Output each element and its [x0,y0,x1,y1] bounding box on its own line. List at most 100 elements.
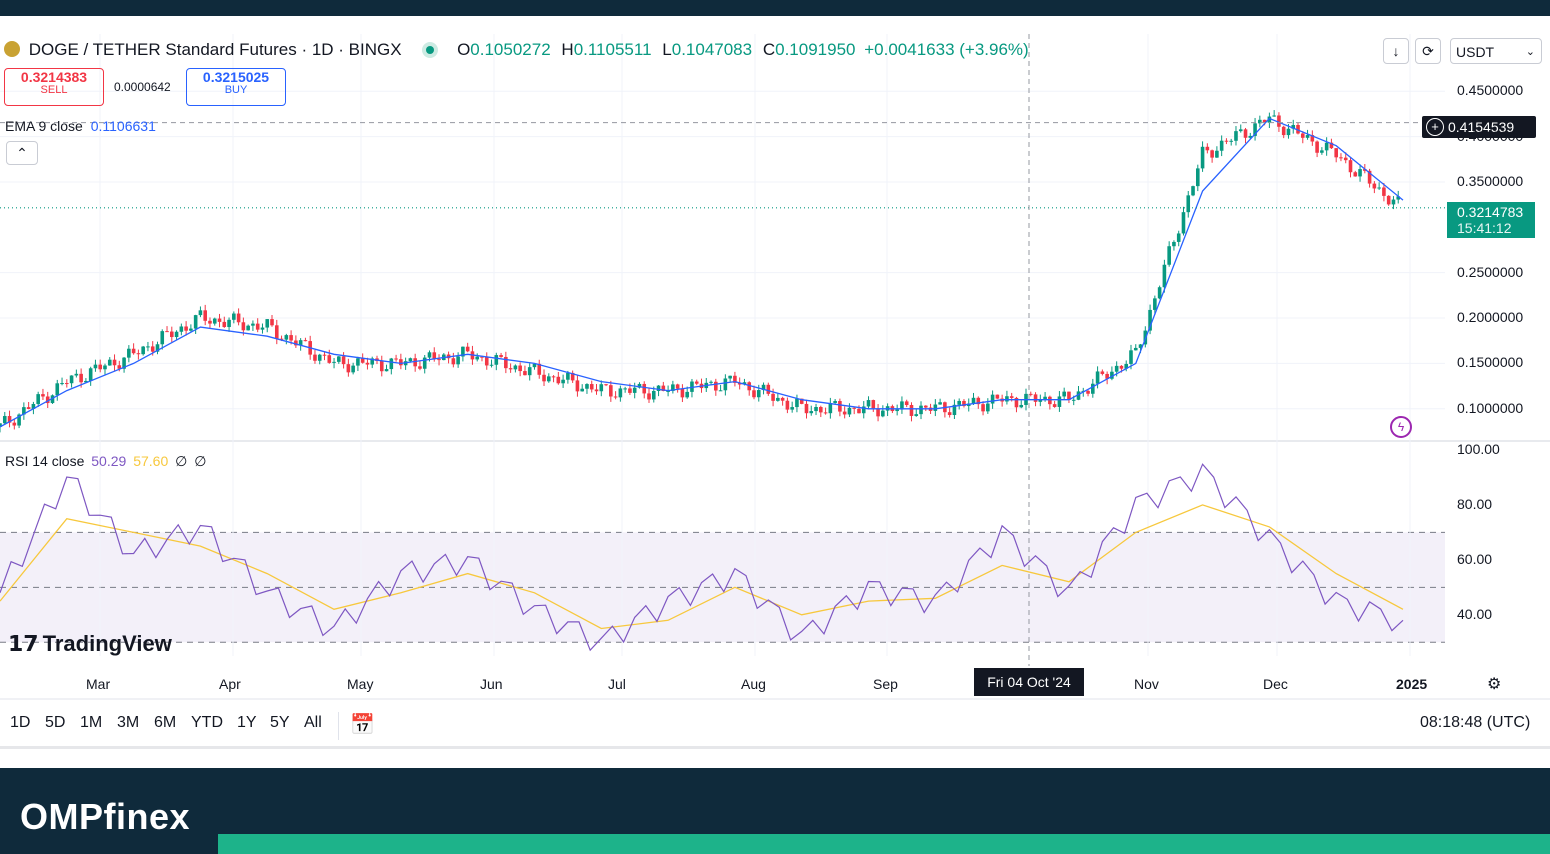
candle-body [1186,195,1191,213]
candle-body [1324,142,1329,151]
candle-body [356,358,360,366]
symbol-title[interactable]: DOGE / TETHER Standard Futures · 1D · BI… [28,40,402,59]
last-price: 0.3214783 [1457,204,1524,220]
candle-body [618,388,623,398]
candle-body [647,393,651,400]
doge-coin-icon [4,41,20,57]
ema-value: 0.1106631 [90,118,156,134]
candle-body [1162,264,1167,288]
chevron-up-icon: ⌃ [16,144,28,161]
candle-body [737,382,742,385]
rsi-extra-2: ∅ [194,453,207,469]
candle-body [437,359,441,361]
candle-body [828,402,833,414]
time-tick-label: Aug [741,676,766,692]
rsi-tick-label: 100.00 [1457,441,1500,457]
candle-body [17,414,21,426]
candle-body [127,348,131,358]
time-tick-label: Jun [480,676,503,692]
candle-body [1234,131,1238,141]
candle-body [546,376,551,382]
candle-body [184,326,188,331]
candle-body [723,378,728,391]
utc-clock[interactable]: 08:18:48 (UTC) [1420,714,1531,731]
candle-body [895,409,899,412]
candle-body [532,363,537,368]
timeframe-button-ytd[interactable]: YTD [191,714,223,731]
candle-body [1358,169,1362,177]
timeframe-button-1d[interactable]: 1D [10,714,31,731]
candle-body [952,404,957,416]
download-button[interactable]: ↓ [1383,38,1409,64]
candle-body [45,396,50,404]
timeframe-button-3m[interactable]: 3M [117,714,140,731]
candle-body [150,346,155,352]
candle-body [1200,146,1205,169]
candle-body [65,383,69,385]
low-label: L [662,40,672,59]
status-dot-icon [426,46,435,54]
candle-body [227,319,231,328]
candle-body [904,401,909,405]
candle-body [1367,170,1372,184]
buy-button[interactable]: 0.3215025 BUY [186,68,286,106]
sell-price: 0.3214383 [20,69,88,85]
candle-body [1124,363,1129,369]
candle-body [174,331,179,338]
ema-legend[interactable]: EMA 9 close 0.1106631 [5,118,156,134]
candle-body [241,322,246,331]
candle-body [766,384,771,394]
price-tick-label: 0.2000000 [1457,309,1524,326]
crosshair-date-label: Fri 04 Oct '24 [974,668,1084,696]
candle-body [642,383,647,394]
candle-body [84,380,88,383]
candle-body [88,368,93,381]
candle-body [1277,115,1281,127]
rsi-ma-value: 57.60 [133,453,169,469]
flash-icon[interactable]: ϟ [1390,416,1412,438]
sell-button[interactable]: 0.3214383 SELL [4,68,104,106]
timeframe-button-6m[interactable]: 6M [154,714,177,731]
candle-body [26,407,31,409]
candle-body [93,364,98,369]
timeframe-button-5d[interactable]: 5D [45,714,66,731]
candle-body [981,404,985,412]
calendar-range-icon[interactable]: 📅 [350,714,375,736]
candle-body [255,323,260,330]
candle-body [1296,125,1300,134]
candle-body [728,375,732,379]
close-value: 0.1091950 [775,40,856,59]
time-tick-label: Sep [873,676,898,692]
candle-body [317,354,322,361]
candle-body [666,390,670,392]
candle-body [833,401,837,403]
plus-circle-icon[interactable]: + [1426,118,1444,136]
rsi-tick-label: 40.00 [1457,605,1493,622]
settings-gear-icon[interactable]: ⚙ [1487,676,1502,693]
open-value: 0.1050272 [470,40,551,59]
candle-body [351,365,355,373]
candle-body [1133,347,1138,351]
candle-body [1215,150,1219,158]
candle-body [7,416,12,423]
low-value: 0.1047083 [671,40,753,59]
collapse-legend-button[interactable]: ⌃ [6,141,38,165]
candle-body [656,385,661,391]
refresh-button[interactable]: ⟳ [1415,38,1441,64]
timeframe-button-all[interactable]: All [304,714,322,731]
currency-select[interactable]: USDT ⌄ [1450,38,1542,64]
candle-body [594,389,599,392]
candle-body [1329,142,1334,149]
candle-body [742,382,747,385]
timeframe-button-1m[interactable]: 1M [80,714,103,731]
chart-canvas[interactable] [0,16,1550,746]
candle-body [609,385,613,397]
candle-body [208,320,212,324]
candle-body [857,408,861,414]
rsi-legend[interactable]: RSI 14 close 50.29 57.60 ∅ ∅ [5,453,206,470]
timeframe-button-5y[interactable]: 5Y [270,714,290,731]
timeframe-button-1y[interactable]: 1Y [237,714,257,731]
top-bar [0,0,1550,16]
candle-body [427,352,432,358]
candle-body [1014,397,1019,408]
